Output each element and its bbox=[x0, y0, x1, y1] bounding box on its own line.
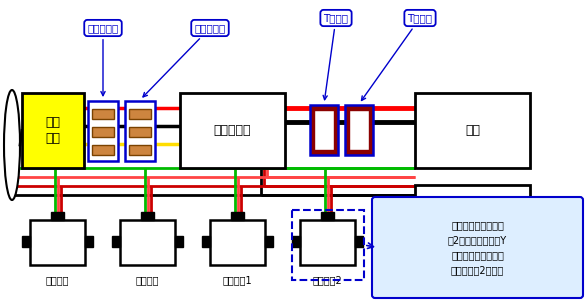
Bar bbox=[22, 236, 30, 247]
Text: 副翼舵机1: 副翼舵机1 bbox=[222, 275, 252, 285]
Text: 副翼舵机2: 副翼舵机2 bbox=[313, 275, 342, 285]
Text: 升降舵机: 升降舵机 bbox=[136, 275, 159, 285]
Bar bbox=[50, 212, 65, 220]
Bar bbox=[314, 110, 334, 150]
Text: 香蕉插公头: 香蕉插公头 bbox=[87, 23, 119, 96]
Bar bbox=[129, 127, 151, 137]
Bar bbox=[292, 236, 300, 247]
Bar bbox=[210, 220, 265, 265]
Bar bbox=[129, 109, 151, 119]
Bar bbox=[125, 101, 155, 161]
Text: 接收机: 接收机 bbox=[461, 208, 484, 221]
Text: T插公头: T插公头 bbox=[323, 13, 349, 100]
Text: 电子调速器: 电子调速器 bbox=[214, 124, 251, 137]
Bar bbox=[355, 236, 363, 247]
Bar bbox=[92, 127, 114, 137]
Bar bbox=[85, 236, 93, 247]
Bar bbox=[92, 109, 114, 119]
Bar bbox=[265, 236, 273, 247]
Text: 如果需要在副翼上使
用2个舵机，则需要Y
型接线在一个通道上
并联接上第2个舵机: 如果需要在副翼上使 用2个舵机，则需要Y 型接线在一个通道上 并联接上第2个舵机 bbox=[448, 220, 507, 275]
Bar bbox=[30, 220, 85, 265]
Ellipse shape bbox=[4, 90, 20, 200]
Text: 电池: 电池 bbox=[465, 124, 480, 137]
Text: T插母头: T插母头 bbox=[362, 13, 433, 101]
Bar bbox=[292, 210, 364, 280]
Bar bbox=[88, 101, 118, 161]
Bar bbox=[141, 212, 154, 220]
Bar bbox=[202, 236, 210, 247]
Bar bbox=[415, 93, 530, 168]
Bar bbox=[300, 220, 355, 265]
Bar bbox=[112, 236, 120, 247]
Bar bbox=[321, 212, 335, 220]
Bar bbox=[180, 93, 285, 168]
Bar bbox=[175, 236, 183, 247]
Text: 方向舵机: 方向舵机 bbox=[46, 275, 69, 285]
Bar bbox=[22, 93, 84, 168]
Bar bbox=[120, 220, 175, 265]
FancyBboxPatch shape bbox=[372, 197, 583, 298]
Bar bbox=[349, 110, 369, 150]
Text: 香蕉插母头: 香蕉插母头 bbox=[143, 23, 225, 97]
Bar bbox=[310, 105, 338, 155]
Bar bbox=[345, 105, 373, 155]
Bar bbox=[92, 145, 114, 155]
Bar bbox=[231, 212, 244, 220]
Text: 无刷
电机: 无刷 电机 bbox=[46, 117, 60, 144]
Bar bbox=[415, 185, 530, 245]
Bar bbox=[129, 145, 151, 155]
